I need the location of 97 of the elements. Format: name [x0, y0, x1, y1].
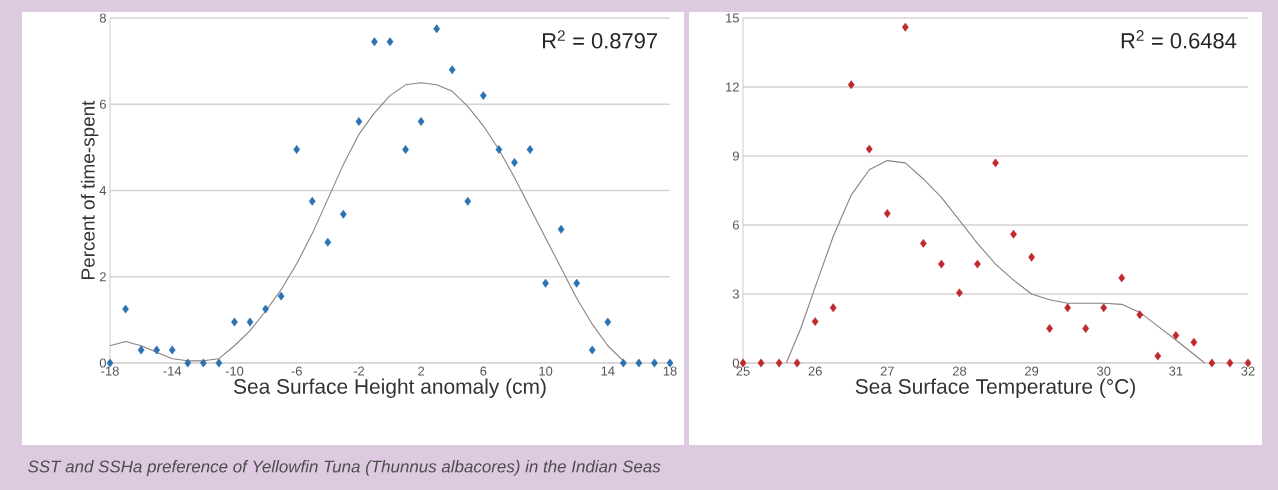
- x-tick-label: 18: [663, 366, 677, 376]
- point: [1118, 273, 1126, 283]
- y-tick-label: 0: [732, 358, 739, 368]
- y-tick-label: 0: [99, 358, 106, 368]
- point: [355, 117, 363, 126]
- point: [277, 291, 285, 301]
- point: [308, 196, 316, 206]
- point: [448, 65, 456, 75]
- point: [1046, 324, 1053, 333]
- point: [511, 158, 518, 167]
- point: [573, 278, 581, 288]
- point: [153, 345, 161, 355]
- x-tick-label: 25: [736, 366, 750, 376]
- annotation: R$^{2}$ = 0.6484: [1121, 30, 1237, 49]
- point: [775, 358, 783, 368]
- point: [495, 145, 503, 154]
- point: [526, 145, 534, 154]
- y-tick-label: 3: [732, 289, 739, 299]
- x-tick-label: 6: [480, 366, 487, 376]
- point: [829, 303, 837, 313]
- point: [340, 209, 347, 219]
- point: [479, 91, 487, 101]
- x-tick-label: 14: [601, 366, 615, 376]
- point: [974, 259, 981, 269]
- point: [557, 224, 565, 234]
- point: [386, 37, 394, 47]
- point: [542, 278, 549, 288]
- point: [402, 145, 409, 154]
- point: [757, 358, 765, 368]
- point: [262, 304, 269, 314]
- point: [417, 117, 425, 126]
- point: [1028, 252, 1035, 262]
- x-tick-label: -10: [225, 366, 244, 376]
- point: [1064, 303, 1071, 313]
- point: [1100, 303, 1108, 313]
- y-tick-label: 4: [99, 186, 107, 195]
- point: [865, 144, 873, 154]
- y-tick-label: 6: [732, 220, 739, 230]
- point: [793, 358, 801, 368]
- y-tick-label: 6: [99, 99, 106, 109]
- point: [635, 358, 643, 368]
- point: [901, 22, 909, 32]
- point: [588, 345, 596, 355]
- point: [620, 358, 627, 368]
- point: [122, 304, 129, 314]
- point: [433, 24, 441, 34]
- x-tick-label: 26: [808, 366, 822, 376]
- point: [956, 288, 963, 298]
- x-tick-label: 2: [418, 366, 425, 376]
- y-axis-title: Percent of time-spent: [80, 100, 99, 279]
- point: [464, 196, 472, 206]
- point: [215, 358, 223, 368]
- x-axis-title: Sea Surface Height anomaly (cm): [233, 378, 546, 399]
- point: [920, 238, 927, 248]
- text: SST and SSHa preference of Yellowfin Tuna (Thunnus albacores) in the Indian Seas: [28, 460, 661, 476]
- x-axis-title: Sea Surface Temperature (°C): [855, 378, 1135, 399]
- point: [246, 317, 254, 327]
- x-tick-label: -14: [163, 366, 182, 376]
- point: [1136, 310, 1144, 320]
- point: [1190, 337, 1198, 347]
- point: [1154, 351, 1162, 361]
- x-tick-label: 29: [1025, 366, 1039, 376]
- y-tick-label: 8: [99, 13, 106, 23]
- point: [811, 317, 819, 326]
- y-tick-label: 2: [99, 272, 106, 282]
- point: [883, 209, 891, 218]
- point: [847, 80, 855, 90]
- point: [1010, 229, 1017, 239]
- point: [1082, 324, 1090, 333]
- point: [938, 259, 945, 269]
- point: [184, 358, 192, 368]
- y-tick-label: 15: [726, 13, 739, 23]
- annotation: R$^{2}$ = 0.8797: [543, 30, 657, 49]
- point: [604, 317, 612, 327]
- point: [1208, 358, 1216, 368]
- x-tick-label: 30: [1097, 366, 1111, 376]
- point: [231, 317, 238, 327]
- x-tick-label: 31: [1169, 366, 1183, 376]
- point: [324, 237, 332, 247]
- point: [293, 145, 301, 154]
- x-tick-label: 32: [1241, 366, 1255, 376]
- point: [199, 358, 207, 368]
- point: [1226, 358, 1234, 368]
- point: [651, 358, 658, 368]
- point: [168, 345, 176, 355]
- y-tick-label: 12: [726, 82, 739, 92]
- point: [371, 37, 378, 47]
- x-tick-label: 10: [539, 366, 553, 376]
- x-tick-label: 28: [952, 366, 967, 376]
- x-tick-label: -6: [291, 366, 302, 376]
- point: [137, 345, 145, 355]
- point: [992, 158, 999, 168]
- y-tick-label: 9: [732, 151, 739, 161]
- x-tick-label: -18: [101, 366, 119, 376]
- x-tick-label: 27: [880, 366, 894, 376]
- x-tick-label: -2: [353, 366, 364, 376]
- point: [1172, 330, 1180, 340]
